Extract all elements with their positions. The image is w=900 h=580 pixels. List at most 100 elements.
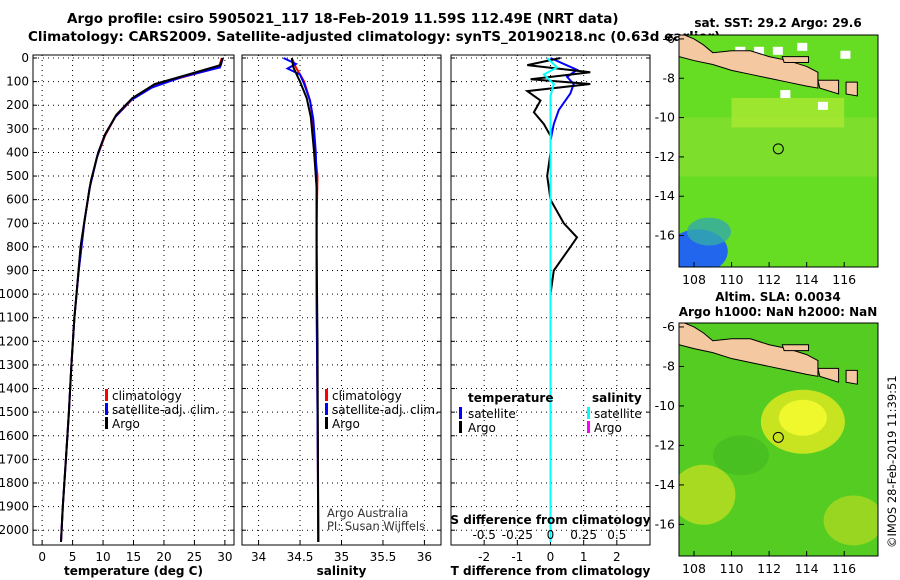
nodata-cell bbox=[817, 101, 828, 110]
depth-tick-label: 1200 bbox=[0, 334, 29, 348]
sla-map-title: Altim. SLA: 0.0034 bbox=[715, 290, 841, 304]
land-madura bbox=[781, 344, 810, 352]
legend-swatch bbox=[325, 403, 328, 415]
depth-tick-label: 1700 bbox=[0, 452, 29, 466]
map-frame bbox=[678, 34, 879, 268]
legend-swatch bbox=[459, 407, 462, 419]
legend-swatch bbox=[325, 417, 328, 429]
legend-swatch bbox=[459, 421, 462, 433]
lon-tick-label: 116 bbox=[832, 272, 856, 287]
depth-tick-label: 300 bbox=[6, 122, 29, 136]
lon-tick-label: 112 bbox=[757, 272, 781, 287]
lat-tick-label: -16 bbox=[655, 228, 675, 243]
depth-tick-label: 1000 bbox=[0, 287, 29, 301]
series-line-temperature-satellite bbox=[549, 57, 580, 542]
legend-header: temperature bbox=[468, 391, 553, 405]
legend-label: climatology bbox=[112, 389, 182, 403]
x-tick-label: 34 bbox=[251, 550, 266, 564]
chart-title-line2: Climatology: CARS2009. Satellite-adjuste… bbox=[28, 29, 721, 45]
x-tick-label: -1 bbox=[511, 550, 523, 564]
depth-tick-label: 1600 bbox=[0, 429, 29, 443]
imos-watermark: ©IMOS 28-Feb-2019 11:39:51 bbox=[885, 375, 899, 548]
depth-tick-label: 900 bbox=[6, 263, 29, 277]
depth-tick-label: 400 bbox=[6, 145, 29, 159]
x-tick-label: 35.5 bbox=[370, 550, 397, 564]
x-axis-label: temperature (deg C) bbox=[64, 564, 203, 578]
sla-high-west bbox=[679, 464, 736, 525]
lat-tick-label: -14 bbox=[655, 188, 675, 203]
chart-title-line1: Argo profile: csiro 5905021_117 18-Feb-2… bbox=[67, 11, 619, 27]
lon-tick-label: 112 bbox=[757, 561, 781, 576]
land-bali bbox=[817, 367, 840, 383]
lon-tick-label: 108 bbox=[682, 561, 706, 576]
top-tick-label: -0.25 bbox=[502, 528, 533, 542]
lat-tick-label: -6 bbox=[663, 31, 676, 46]
argo-position-marker bbox=[772, 143, 784, 155]
x-tick-label: 20 bbox=[156, 550, 171, 564]
lat-tick-label: -8 bbox=[663, 70, 676, 85]
legend-label: Argo bbox=[332, 417, 360, 431]
legend-label: satellite bbox=[468, 407, 516, 421]
legend-swatch bbox=[105, 417, 108, 429]
lon-tick-label: 114 bbox=[795, 272, 819, 287]
depth-tick-label: 600 bbox=[6, 193, 29, 207]
legend-swatch bbox=[105, 403, 108, 415]
sst-map-title: sat. SST: 29.2 Argo: 29.6 bbox=[694, 16, 861, 30]
depth-tick-label: 1100 bbox=[0, 311, 29, 325]
profile-panel-3: -2 -1 0 1 2T difference from climatology bbox=[450, 54, 651, 578]
series-line-argo bbox=[60, 57, 224, 543]
lat-tick-label: -10 bbox=[655, 110, 675, 125]
x-axis-label: T difference from climatology bbox=[451, 564, 651, 578]
legend-swatch bbox=[105, 389, 108, 401]
legend-swatch bbox=[325, 389, 328, 401]
nodata-cell bbox=[780, 90, 791, 99]
nodata-cell bbox=[840, 50, 851, 59]
legend-label: Argo bbox=[594, 421, 622, 435]
sla-high-core bbox=[778, 399, 827, 436]
depth-tick-label: 1300 bbox=[0, 358, 29, 372]
land-lombok bbox=[845, 369, 858, 385]
depth-tick-label: 1900 bbox=[0, 500, 29, 514]
legend-label: satellite-adj. clim. bbox=[112, 403, 219, 417]
lat-tick-label: -16 bbox=[655, 516, 675, 531]
map-panel-2: 108 110 112 114 116 -6 -8 -10 -12 -14 -16 bbox=[655, 319, 879, 576]
land-java bbox=[679, 35, 819, 89]
land-madura bbox=[781, 56, 810, 64]
lon-tick-label: 114 bbox=[795, 561, 819, 576]
map-panel-1: 108 110 112 114 116 -6 -8 -10 -12 -14 -16 bbox=[655, 31, 879, 287]
land-java bbox=[679, 323, 819, 377]
legend-swatch bbox=[587, 421, 590, 433]
legend-header: salinity bbox=[592, 391, 642, 405]
legend-swatch bbox=[587, 407, 590, 419]
sla-low bbox=[712, 435, 769, 476]
sst-cool-patch bbox=[687, 217, 732, 246]
legend-label: Argo bbox=[112, 417, 140, 431]
nodata-cell bbox=[772, 46, 783, 55]
lat-tick-label: -8 bbox=[663, 358, 676, 373]
nodata-cell bbox=[754, 46, 765, 55]
x-tick-label: 25 bbox=[187, 550, 202, 564]
nodata-cell bbox=[797, 42, 808, 51]
top-axis-title: S difference from climatology bbox=[450, 513, 650, 527]
argo-position-marker bbox=[772, 431, 784, 443]
x-tick-label: 15 bbox=[126, 550, 141, 564]
sla-high-east bbox=[823, 495, 878, 546]
top-tick-label: 0.25 bbox=[570, 528, 597, 542]
depth-tick-label: 0 bbox=[21, 51, 29, 65]
map-frame bbox=[678, 322, 879, 557]
x-tick-label: -2 bbox=[478, 550, 490, 564]
lat-tick-label: -10 bbox=[655, 398, 675, 413]
x-tick-label: 0 bbox=[38, 550, 46, 564]
depth-tick-label: 700 bbox=[6, 216, 29, 230]
top-tick-label: 0.5 bbox=[607, 528, 626, 542]
series-line-salinity-satellite bbox=[542, 57, 559, 542]
top-tick-label: 0 bbox=[547, 528, 555, 542]
attribution-text: Argo Australia bbox=[327, 506, 408, 520]
depth-tick-label: 100 bbox=[6, 75, 29, 89]
depth-tick-label: 1400 bbox=[0, 382, 29, 396]
x-tick-label: 36 bbox=[417, 550, 432, 564]
lat-tick-label: -12 bbox=[655, 437, 675, 452]
x-tick-label: 34.5 bbox=[287, 550, 314, 564]
top-tick-label: -0.5 bbox=[472, 528, 495, 542]
lat-tick-label: -14 bbox=[655, 477, 675, 492]
